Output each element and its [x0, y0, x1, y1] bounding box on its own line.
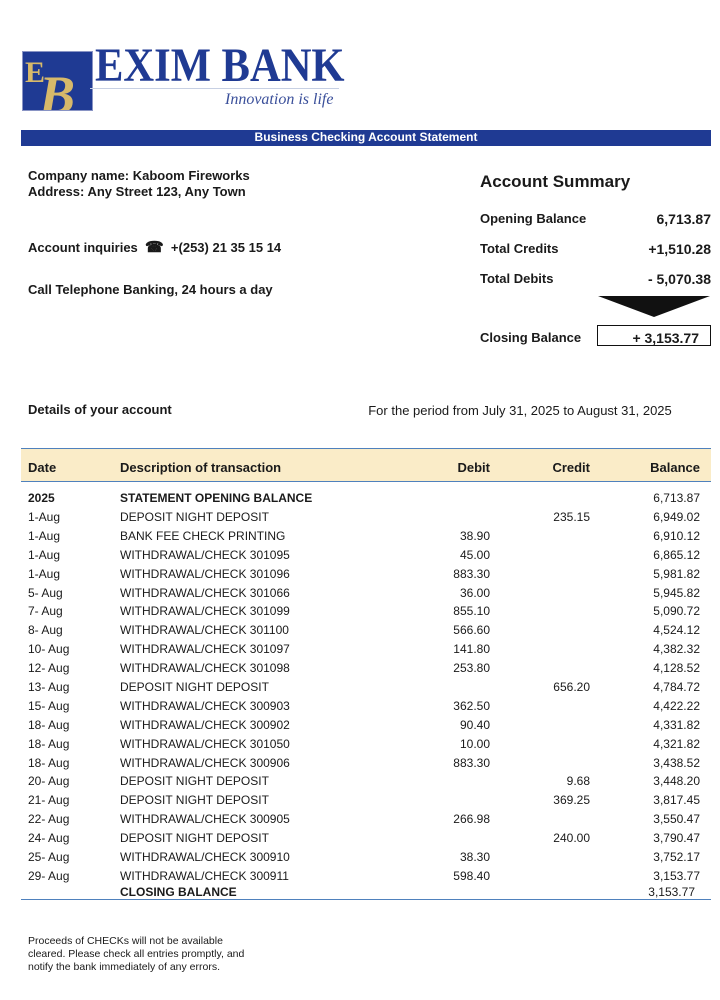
svg-text:B: B: [38, 65, 75, 111]
